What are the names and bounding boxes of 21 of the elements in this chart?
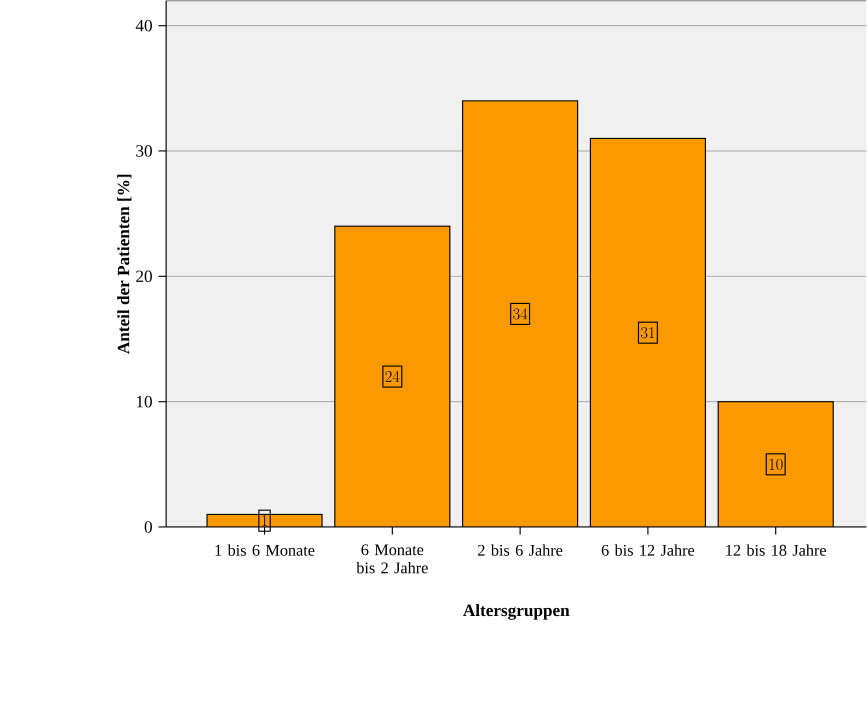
y-axis-title: Anteil der Patienten [%] — [117, 174, 132, 354]
bar — [462, 100, 578, 527]
y-tick-label: 10 — [136, 396, 152, 408]
x-tick-label: 1 bis 6 Monate — [216, 544, 314, 556]
x-tick-label: 12 bis 18 Jahre — [726, 544, 826, 556]
y-tick-label: 20 — [136, 270, 152, 282]
bar — [334, 226, 450, 527]
y-tick-label: 0 — [144, 520, 152, 533]
x-tick-label: 2 bis 6 Jahre — [478, 544, 562, 556]
data-label: 34 — [513, 308, 528, 320]
data-label: 1 — [262, 514, 268, 526]
data-label: 24 — [385, 370, 400, 382]
x-tick-label: 6 Monate bis 2 Jahre — [356, 544, 428, 574]
data-label: 10 — [770, 458, 783, 470]
y-tick-label: 30 — [136, 144, 152, 157]
x-tick-label: 6 bis 12 Jahre — [602, 544, 694, 556]
x-axis-title: Altersgruppen — [463, 604, 570, 620]
data-label: 31 — [640, 326, 654, 338]
y-tick-label: 40 — [136, 20, 152, 32]
bar — [718, 400, 834, 527]
bar — [590, 138, 706, 527]
